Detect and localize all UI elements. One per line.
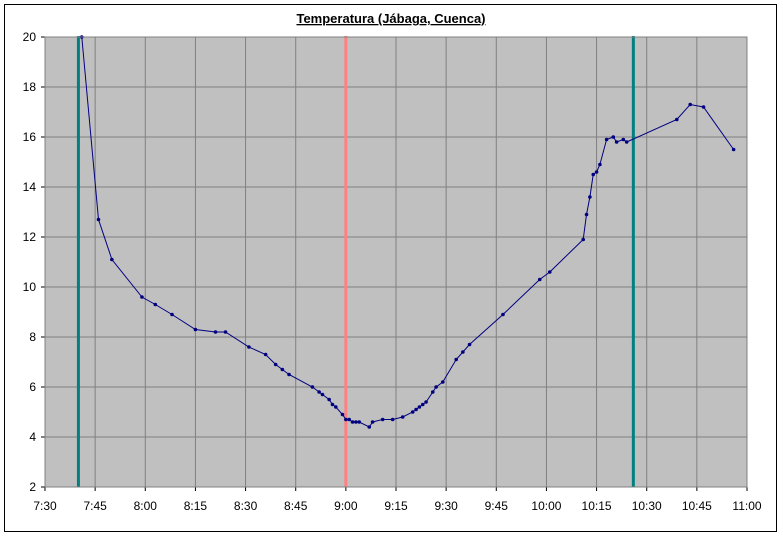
x-tick-label: 9:15 (384, 499, 408, 513)
y-tick-label: 18 (23, 80, 37, 94)
x-tick-label: 8:30 (234, 499, 258, 513)
data-point (584, 212, 589, 217)
x-tick-label: 7:45 (83, 499, 107, 513)
data-point (424, 400, 428, 404)
data-point (420, 402, 425, 407)
data-point (370, 420, 375, 424)
data-point (170, 312, 174, 317)
plot-border (44, 36, 748, 488)
x-tick-label: 11:00 (732, 499, 761, 513)
y-tick-label: 16 (23, 130, 37, 144)
y-tick-label: 14 (23, 180, 37, 194)
data-point (263, 352, 268, 357)
x-tick-label: 9:45 (485, 499, 509, 513)
vertical-markers (76, 36, 635, 487)
data-point (591, 172, 596, 177)
data-point (441, 380, 445, 384)
data-point (467, 342, 472, 347)
data-point (193, 327, 198, 332)
data-point (344, 417, 348, 422)
data-point (367, 425, 372, 429)
data-point (110, 257, 114, 262)
data-point (247, 345, 251, 349)
data-point (357, 420, 362, 424)
x-tick-label: 10:45 (682, 499, 712, 513)
data-point (310, 385, 315, 389)
data-point (330, 402, 335, 407)
x-tick-label: 8:00 (134, 499, 158, 513)
data-point (604, 137, 609, 142)
data-point (598, 162, 602, 167)
data-point (588, 195, 592, 199)
data-point (581, 237, 585, 242)
data-point (280, 367, 285, 372)
data-point (390, 417, 395, 422)
data-point (454, 357, 458, 362)
x-tick-label: 9:30 (434, 499, 458, 513)
data-point (701, 105, 706, 109)
y-tick-label: 2 (29, 480, 36, 494)
data-point (501, 312, 505, 317)
data-point (410, 410, 415, 414)
x-tick-label: 10:15 (582, 499, 612, 513)
y-tick-label: 6 (29, 380, 36, 394)
y-tick-label: 8 (29, 330, 36, 344)
data-point (354, 420, 358, 424)
data-point (611, 135, 616, 139)
x-tick-label: 8:15 (184, 499, 208, 513)
x-tick-label: 10:30 (632, 499, 662, 513)
data-point (430, 390, 435, 394)
y-axis: 2 4 6 8 10 12 14 16 18 20 (23, 30, 46, 494)
x-tick-label: 8:45 (284, 499, 308, 513)
data-point (380, 417, 385, 422)
x-tick-label: 9:00 (334, 499, 358, 513)
x-tick-label: 10:00 (531, 499, 561, 513)
data-point (461, 350, 465, 354)
data-point (621, 137, 626, 142)
y-tick-label: 20 (23, 30, 37, 44)
data-point (594, 170, 599, 174)
data-point (347, 417, 352, 422)
data-point (327, 397, 331, 402)
data-point (153, 302, 158, 307)
data-point (340, 412, 345, 417)
y-tick-label: 10 (23, 280, 37, 294)
x-axis: 7:30 7:45 8:00 8:15 8:30 8:45 9:00 9:15 9:30 9:45… (33, 486, 762, 513)
data-point (414, 407, 418, 412)
data-point (320, 392, 325, 397)
data-point (434, 385, 438, 389)
series-layer (79, 35, 736, 429)
data-point (350, 420, 355, 424)
data-point (287, 372, 291, 377)
data-point (675, 117, 679, 122)
data-point (547, 270, 552, 274)
y-tick-label: 12 (23, 230, 37, 244)
y-tick-label: 4 (29, 430, 36, 444)
data-point (334, 405, 338, 409)
x-tick-label: 7:30 (33, 499, 57, 513)
data-point (213, 330, 218, 334)
data-point (223, 330, 228, 334)
data-point (273, 362, 278, 367)
data-point (140, 295, 144, 299)
data-point (537, 277, 542, 282)
data-point (614, 140, 619, 144)
data-point (624, 140, 629, 144)
data-point (96, 217, 101, 222)
data-point (400, 415, 405, 419)
data-point (317, 390, 321, 394)
chart-title: Temperatura (Jábaga, Cuenca) (296, 11, 485, 26)
data-point (688, 102, 692, 107)
data-point (731, 147, 736, 152)
data-point (417, 405, 422, 409)
